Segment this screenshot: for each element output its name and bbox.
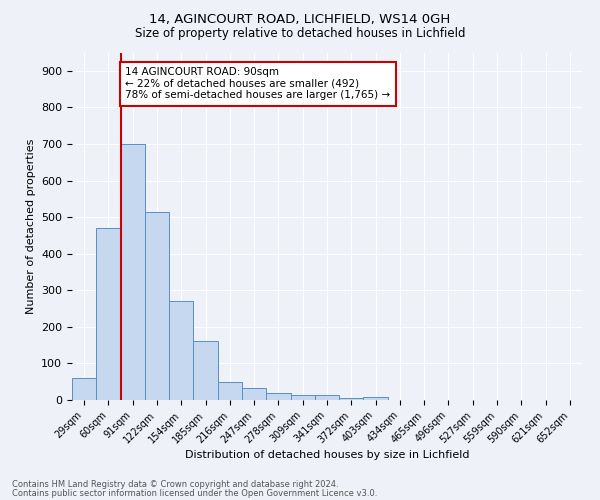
Bar: [96, 228, 121, 400]
Text: Size of property relative to detached houses in Lichfield: Size of property relative to detached ho…: [135, 28, 465, 40]
Bar: [266, 392, 290, 400]
Bar: [72, 378, 96, 400]
Bar: [315, 394, 339, 400]
Bar: [290, 394, 315, 400]
Bar: [339, 398, 364, 400]
Y-axis label: Number of detached properties: Number of detached properties: [26, 138, 35, 314]
Bar: [145, 212, 169, 400]
Bar: [364, 397, 388, 400]
Text: 14 AGINCOURT ROAD: 90sqm
← 22% of detached houses are smaller (492)
78% of semi-: 14 AGINCOURT ROAD: 90sqm ← 22% of detach…: [125, 67, 391, 100]
Text: Contains public sector information licensed under the Open Government Licence v3: Contains public sector information licen…: [12, 489, 377, 498]
Bar: [242, 388, 266, 400]
Bar: [121, 144, 145, 400]
Bar: [193, 342, 218, 400]
Bar: [218, 382, 242, 400]
Text: Contains HM Land Registry data © Crown copyright and database right 2024.: Contains HM Land Registry data © Crown c…: [12, 480, 338, 489]
Text: 14, AGINCOURT ROAD, LICHFIELD, WS14 0GH: 14, AGINCOURT ROAD, LICHFIELD, WS14 0GH: [149, 12, 451, 26]
X-axis label: Distribution of detached houses by size in Lichfield: Distribution of detached houses by size …: [185, 450, 469, 460]
Bar: [169, 301, 193, 400]
